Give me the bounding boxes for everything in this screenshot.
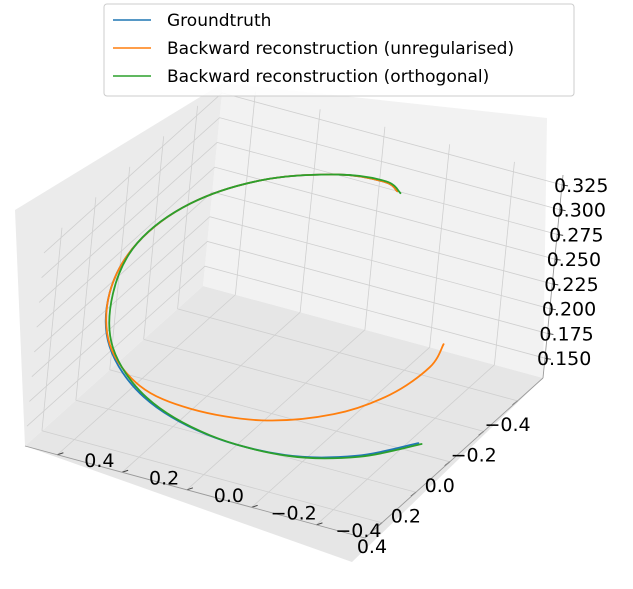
z-tick-mark [544,357,552,360]
y-gridline-vertical [234,91,256,295]
x-gridline-vertical [75,197,97,401]
y-gridline-vertical [429,144,451,348]
z-tick-label: 0.225 [544,274,598,296]
y-gridline [186,329,366,491]
z-tick-mark [554,258,561,261]
legend-box [103,3,575,97]
x-tick-label: −0.2 [451,444,497,466]
z-tick-mark [547,332,554,335]
y-tick-label: −0.2 [271,502,317,524]
y-gridline-vertical [299,109,321,313]
y-gridline-vertical [494,161,515,365]
legend-label-groundtruth: Groundtruth [167,11,271,31]
x-gridline [75,399,416,493]
z-tick-label: 0.250 [547,249,601,271]
z-gridline [41,117,560,278]
x-tick-label: 0.2 [391,505,421,527]
z-tick-label: 0.275 [549,224,603,246]
z-tick-label: 0.150 [537,348,591,370]
x-axis-line [364,377,544,539]
legend-label-orthogonal: Backward reconstruction (orthogonal) [167,67,489,87]
y-tick-mark [316,522,323,526]
z-tick-label: 0.325 [554,175,608,197]
y-tick-mark [251,504,258,508]
z-tick-mark [559,209,566,212]
tick-marks [24,174,569,539]
y-tick-mark [186,487,194,491]
y-tick-label: 0.2 [149,467,179,489]
z-axis-line [542,174,564,379]
y-tick-label: 0.0 [214,485,244,507]
left-pane [15,83,223,446]
z-tick-mark [549,308,556,311]
y-gridline [251,347,430,508]
tick-labels: −0.4−0.20.00.20.4−0.4−0.20.00.20.40.1500… [84,175,608,558]
series-line-2 [108,173,423,460]
x-gridline-vertical [177,105,198,309]
z-tick-label: 0.200 [542,299,596,321]
legend-label-unregularised: Backward reconstruction (unregularised) [167,39,514,59]
z-gridline [36,166,555,328]
x-gridline [109,369,450,463]
legend: Groundtruth Backward reconstruction (unr… [103,3,575,97]
z-tick-mark [561,184,569,187]
y-tick-mark [121,469,129,473]
y-tick-mark [57,452,64,456]
z-gridline [34,191,553,353]
y-gridline [316,364,495,526]
x-gridline-vertical [41,227,63,431]
x-gridline [143,338,484,432]
y-gridline-vertical [364,126,386,330]
y-tick-label: 0.4 [84,450,114,472]
x-tick-label: 0.4 [357,536,387,558]
x-gridline [177,308,518,402]
z-gridline [26,265,546,427]
floor-pane [25,286,543,562]
z-gridline [29,240,548,402]
y-gridline [57,294,236,456]
z-gridline [31,216,550,377]
x-tick-label: −0.4 [485,414,531,436]
z-tick-label: 0.300 [552,200,606,222]
x-tick-label: 0.0 [425,475,455,497]
z-tick-label: 0.175 [539,323,593,345]
z-tick-mark [552,283,559,286]
z-gridline [38,141,558,303]
z-tick-mark [557,233,564,236]
x-gridline [41,430,383,524]
y-tick-label: −0.4 [335,520,381,542]
y-gridline [121,311,301,473]
grid-lines [26,91,563,526]
series-lines [104,173,445,460]
axis-panes [15,83,547,562]
y-axis-line [24,445,366,539]
x-gridline-vertical [143,136,165,340]
